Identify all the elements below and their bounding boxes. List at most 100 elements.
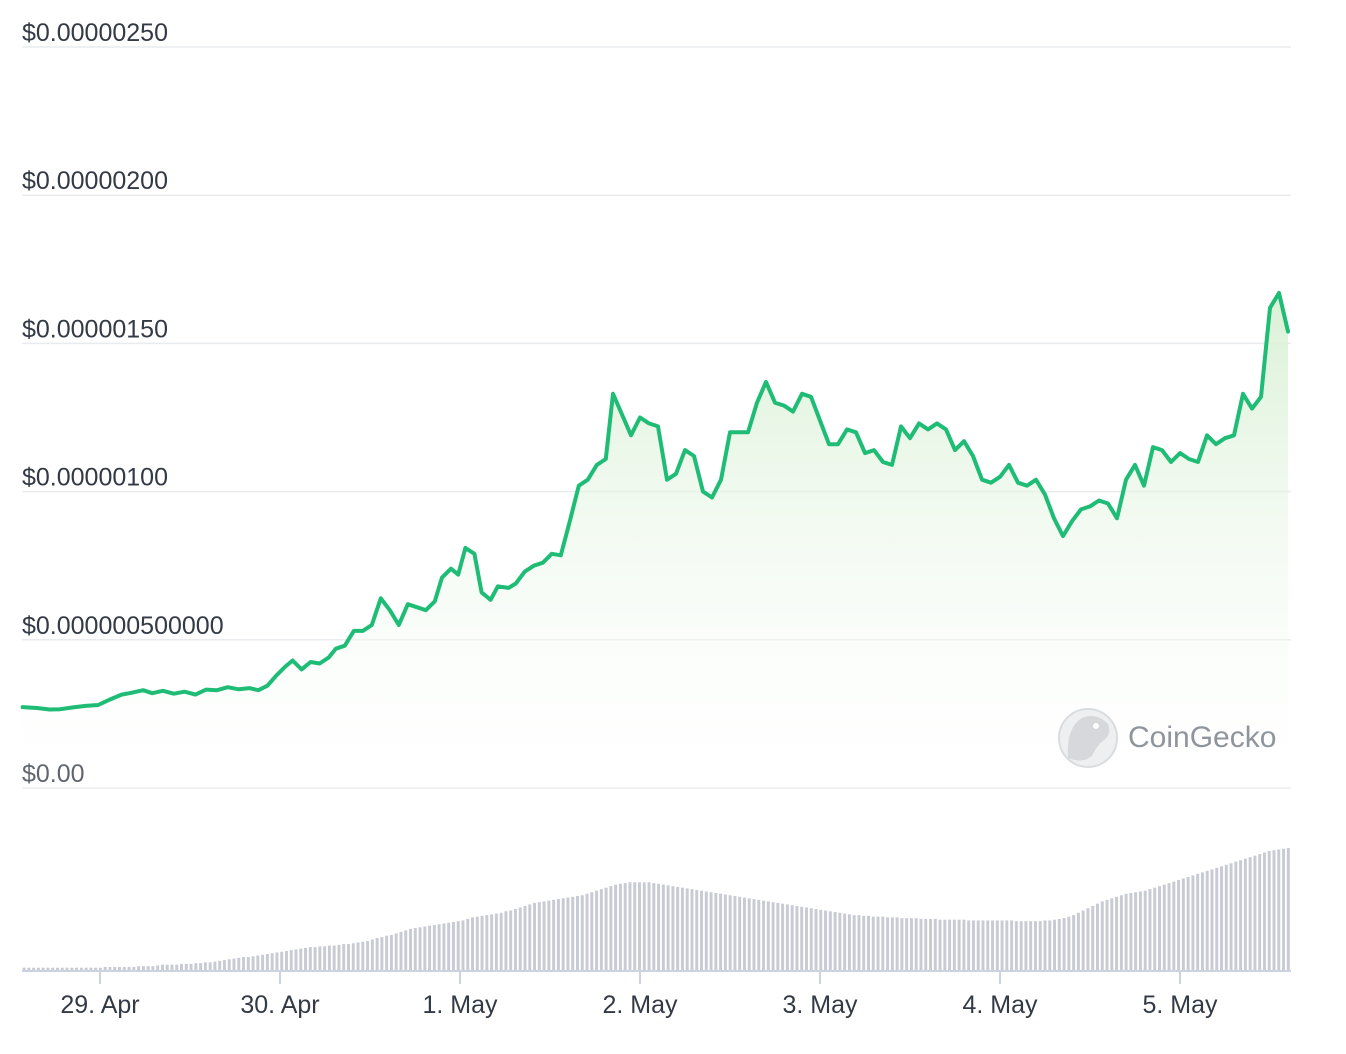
volume-bar — [27, 967, 31, 970]
volume-bar — [246, 957, 250, 970]
volume-bar — [1129, 892, 1133, 970]
volume-bar — [75, 967, 79, 970]
volume-bar — [862, 915, 866, 970]
volume-bar — [394, 933, 398, 970]
volume-bar — [389, 934, 393, 970]
volume-bar — [1267, 851, 1271, 970]
volume-bar — [55, 967, 59, 970]
volume-bar — [657, 883, 661, 970]
volume-bar — [289, 950, 293, 970]
volume-bar — [284, 950, 288, 970]
volume-bar — [638, 882, 641, 970]
volume-bar — [571, 896, 575, 970]
volume-bar — [1138, 891, 1142, 970]
volume-bar — [738, 896, 742, 970]
volume-bar — [1177, 880, 1181, 970]
volume-bar — [1191, 875, 1195, 970]
volume-bar — [180, 963, 183, 970]
x-tick-label: 29. Apr — [60, 991, 139, 1019]
volume-bar — [118, 966, 121, 970]
volume-bar — [65, 967, 69, 970]
volume-bar — [442, 923, 446, 970]
y-axis-labels: $0.00000250 $0.00000200 $0.00000150 $0.0000… — [22, 19, 224, 788]
volume-bar — [342, 944, 346, 971]
volume-bar — [1277, 849, 1281, 970]
volume-bar — [652, 883, 656, 970]
volume-bar — [494, 913, 498, 971]
volume-bar — [580, 895, 584, 970]
volume-bar — [1110, 898, 1114, 970]
volume-bar — [776, 902, 780, 970]
price-line[interactable] — [20, 291, 1290, 712]
volume-bar — [327, 945, 331, 970]
volume-bar — [695, 889, 699, 970]
volume-bar — [642, 882, 646, 970]
volume-bar — [633, 882, 637, 970]
volume-bar — [1215, 867, 1219, 970]
volume-bar — [867, 915, 870, 970]
volume-bar — [304, 947, 308, 970]
volume-bar — [585, 893, 589, 970]
volume-bar — [1229, 863, 1233, 970]
volume-bar — [36, 967, 40, 970]
y-tick-label: $0.000000500000 — [22, 612, 224, 640]
volume-bar — [680, 887, 684, 970]
volume-bar — [1038, 921, 1042, 970]
volume-bar — [299, 948, 303, 970]
volume-bar — [509, 910, 513, 970]
volume-bar — [146, 966, 150, 970]
volume-bar — [981, 920, 985, 970]
volume-bar — [1205, 870, 1209, 971]
y-tick-label: $0.00000200 — [22, 167, 168, 195]
volume-bar — [1286, 848, 1290, 970]
volume-bar — [752, 899, 756, 970]
volume-bar — [852, 915, 856, 970]
volume-bar — [1029, 921, 1033, 970]
volume-bar — [952, 919, 956, 970]
volume-bar — [404, 930, 408, 970]
volume-bar — [709, 892, 713, 970]
volume-bar — [1210, 869, 1214, 970]
volume-bar — [833, 912, 837, 970]
volume-bar — [528, 904, 532, 970]
volume-bar — [308, 947, 312, 971]
volume-bar — [881, 916, 885, 971]
volume-bar — [757, 899, 761, 970]
volume-bar — [618, 883, 622, 970]
volume-bar — [504, 911, 508, 970]
volume-bar — [1186, 876, 1190, 970]
volume-bar — [127, 966, 131, 970]
volume-bar — [523, 905, 527, 970]
volume-bar — [89, 967, 93, 970]
volume-bar — [466, 918, 470, 970]
volume-bar — [280, 951, 284, 970]
volume-bar — [733, 896, 737, 970]
volume-bar — [962, 919, 966, 970]
volume-bar — [1224, 864, 1228, 970]
watermark-text: CoinGecko — [1128, 721, 1276, 754]
volume-bar — [542, 901, 546, 971]
volume-bar — [1243, 858, 1247, 970]
x-axis-labels: 29. Apr 30. Apr 1. May 2. May 3. May 4. May 5.… — [60, 971, 1218, 1019]
volume-bar — [227, 959, 231, 970]
volume-bar — [976, 920, 980, 970]
volume-bar — [170, 964, 174, 970]
volume-bar — [51, 967, 55, 970]
volume-bar — [762, 900, 766, 970]
volume-bar — [451, 921, 455, 970]
volume-bar — [323, 946, 327, 970]
volume-bar — [647, 882, 651, 970]
volume-bar — [547, 900, 551, 970]
volume-bar — [361, 941, 365, 970]
volume-bar — [1100, 901, 1104, 971]
volume-bar — [943, 919, 947, 970]
volume-bar — [275, 952, 279, 970]
volume-bar — [742, 897, 746, 970]
volume-bar — [747, 898, 751, 970]
volume-bar — [723, 894, 727, 970]
volume-bar — [900, 918, 904, 970]
volume-bar — [814, 909, 818, 970]
volume-bar — [1272, 850, 1276, 970]
volume-bar — [208, 962, 212, 971]
volume-bar — [98, 967, 102, 970]
